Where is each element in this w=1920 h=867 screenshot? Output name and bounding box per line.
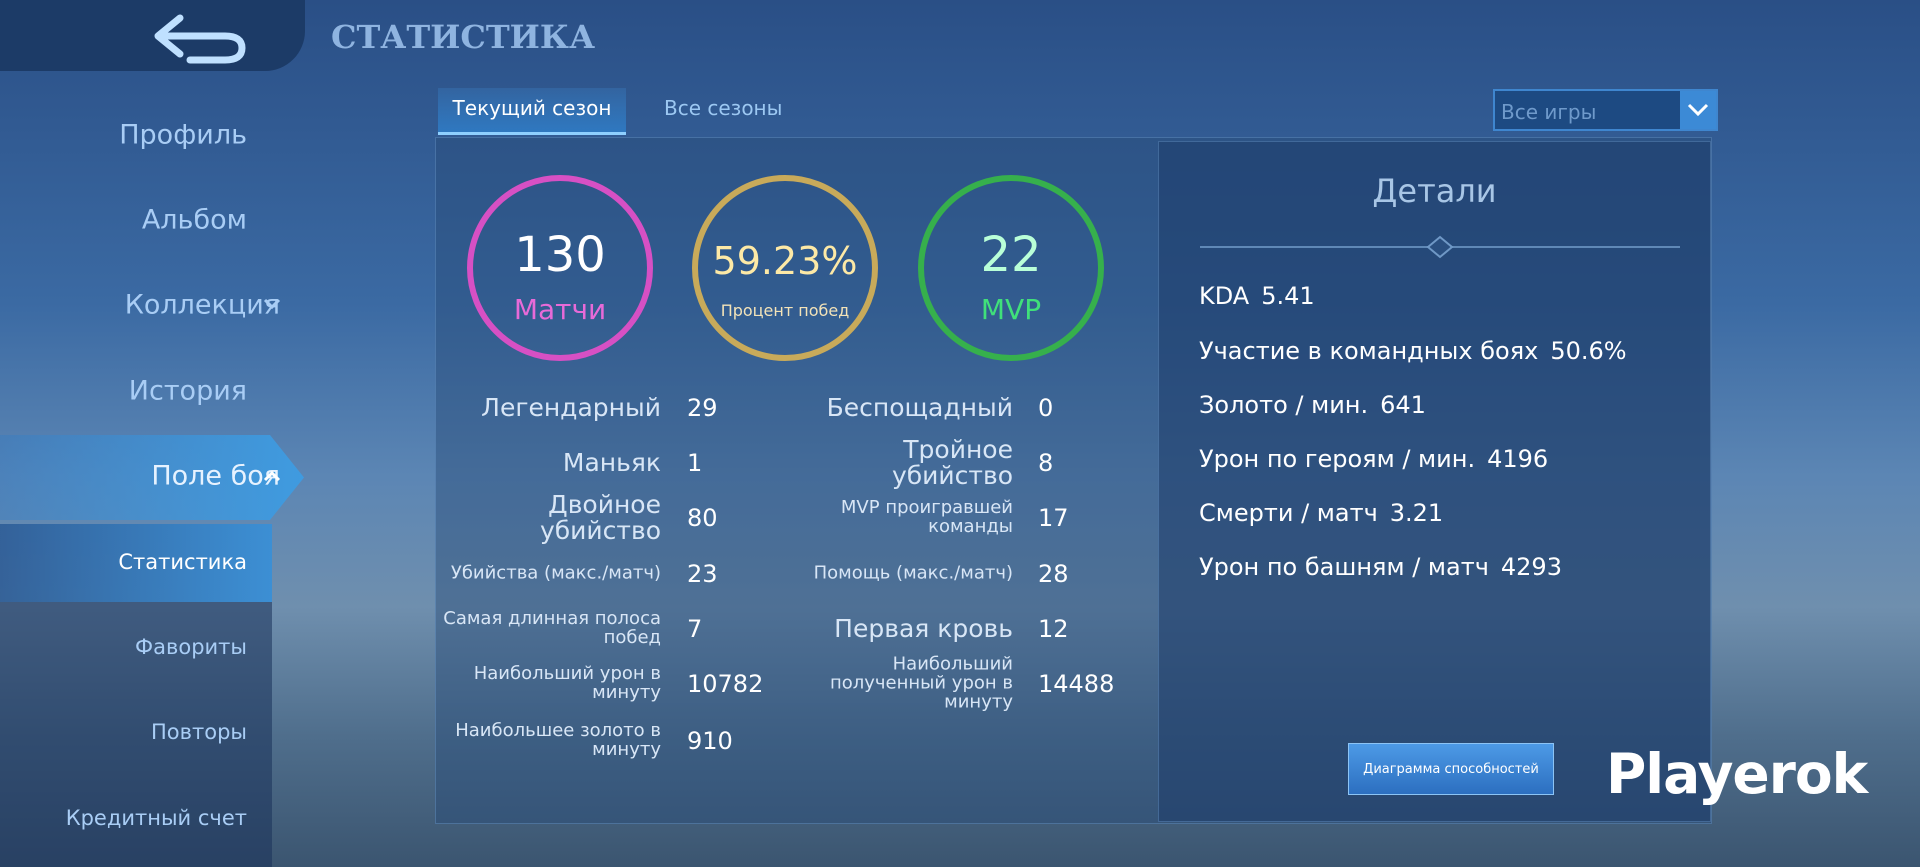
detail-value: 3.21 bbox=[1389, 499, 1444, 527]
menu-item[interactable]: История bbox=[128, 375, 247, 407]
stat-value: 14488 bbox=[1038, 670, 1115, 698]
detail-item: Урон по башням / матч 4293 bbox=[1199, 553, 1574, 581]
header-back-panel bbox=[0, 0, 305, 71]
stat-label: MVP проигравшей команды bbox=[840, 497, 1013, 537]
stat-label: Убийства (макс./матч) bbox=[450, 562, 661, 584]
circle-label: Процент побед bbox=[720, 301, 850, 320]
detail-label: Золото / мин. bbox=[1199, 391, 1369, 419]
detail-item: Урон по героям / мин. 4196 bbox=[1199, 445, 1560, 473]
detail-label: Урон по башням / матч bbox=[1199, 553, 1489, 581]
stat-value: 17 bbox=[1038, 504, 1069, 532]
detail-label: Участие в командных боях bbox=[1199, 337, 1539, 365]
page-title: СТАТИСТИКА bbox=[331, 18, 596, 56]
circle-value: 130 bbox=[514, 227, 606, 283]
detail-value: 641 bbox=[1380, 391, 1426, 419]
submenu-item[interactable]: Статистика bbox=[118, 550, 247, 574]
chevron-up bbox=[263, 470, 281, 482]
stat-label: Двойное убийство bbox=[539, 489, 661, 545]
menu-item[interactable]: Профиль bbox=[119, 119, 247, 151]
stat-label: Наибольший урон в минуту bbox=[473, 663, 661, 703]
circle-label: Матчи bbox=[513, 293, 607, 326]
menu-item[interactable]: Альбом bbox=[141, 204, 247, 236]
detail-value: 5.41 bbox=[1261, 282, 1315, 310]
detail-item: Золото / мин. 641 bbox=[1199, 391, 1438, 419]
circle-value: 22 bbox=[980, 227, 1042, 283]
stat-label: Легендарный bbox=[481, 392, 661, 422]
stat-value: 12 bbox=[1038, 615, 1069, 643]
title-divider bbox=[1200, 235, 1680, 259]
active-menu-highlight bbox=[0, 435, 304, 520]
back-button[interactable] bbox=[150, 8, 250, 64]
detail-value: 50.6% bbox=[1550, 337, 1627, 365]
stat-circle: 130 Матчи bbox=[467, 175, 653, 361]
stat-label: Наибольшее золото в минуту bbox=[455, 720, 661, 760]
stat-value: 10782 bbox=[687, 670, 764, 698]
submenu-item[interactable]: Фавориты bbox=[135, 635, 247, 659]
stat-label: Тройное убийство bbox=[891, 434, 1013, 490]
dropdown-chevron bbox=[1687, 103, 1709, 117]
menu-item[interactable]: Коллекция bbox=[124, 289, 280, 321]
detail-item: Участие в командных боях 50.6% bbox=[1199, 337, 1639, 365]
stat-value: 7 bbox=[687, 615, 703, 643]
ability-chart-button[interactable]: Диаграмма способностей bbox=[1348, 743, 1554, 795]
active-submenu-highlight bbox=[0, 524, 272, 602]
filter-text: Все игры bbox=[1501, 100, 1597, 124]
stat-value: 28 bbox=[1038, 560, 1069, 588]
chevron-down bbox=[263, 298, 281, 310]
button-text: Диаграмма способностей bbox=[1363, 761, 1539, 777]
stat-value: 23 bbox=[687, 560, 718, 588]
tab-active-bg bbox=[438, 88, 626, 135]
detail-item: Смерти / матч 3.21 bbox=[1199, 499, 1455, 527]
dropdown-button[interactable] bbox=[1680, 91, 1716, 129]
stat-value: 910 bbox=[687, 727, 733, 755]
detail-item: KDA 5.41 bbox=[1199, 282, 1327, 310]
details-title: Детали bbox=[1372, 172, 1497, 210]
watermark: Playerok bbox=[1606, 742, 1868, 806]
circle-value: 59.23% bbox=[712, 239, 858, 283]
menu-item[interactable]: Поле боя bbox=[151, 460, 280, 492]
stat-label: Самая длинная полоса побед bbox=[443, 608, 661, 648]
detail-label: KDA bbox=[1199, 282, 1250, 310]
detail-value: 4196 bbox=[1487, 445, 1549, 473]
stat-value: 1 bbox=[687, 449, 703, 477]
stat-circle: 22 MVP bbox=[918, 175, 1104, 361]
tab[interactable]: Текущий сезон bbox=[452, 96, 612, 120]
stat-label: Беспощадный bbox=[826, 392, 1013, 422]
submenu-item[interactable]: Повторы bbox=[150, 720, 247, 744]
stat-label: Первая кровь bbox=[834, 613, 1013, 643]
detail-value: 4293 bbox=[1500, 553, 1562, 581]
tab[interactable]: Все сезоны bbox=[664, 96, 783, 120]
back-arrow bbox=[154, 14, 246, 64]
submenu-item[interactable]: Кредитный счет bbox=[65, 806, 247, 830]
detail-label: Смерти / матч bbox=[1199, 499, 1378, 527]
stat-label: Помощь (макс./матч) bbox=[813, 562, 1013, 584]
details-panel bbox=[1158, 141, 1711, 822]
stat-label: Маньяк bbox=[562, 447, 661, 477]
stat-label: Наибольший полученный урон в минуту bbox=[829, 653, 1013, 713]
detail-label: Урон по героям / мин. bbox=[1199, 445, 1476, 473]
stat-value: 29 bbox=[687, 394, 718, 422]
stat-value: 8 bbox=[1038, 449, 1054, 477]
stat-circle: 59.23% Процент побед bbox=[692, 175, 878, 361]
circle-label: MVP bbox=[980, 293, 1042, 326]
stat-value: 80 bbox=[687, 504, 718, 532]
stat-value: 0 bbox=[1038, 394, 1054, 422]
